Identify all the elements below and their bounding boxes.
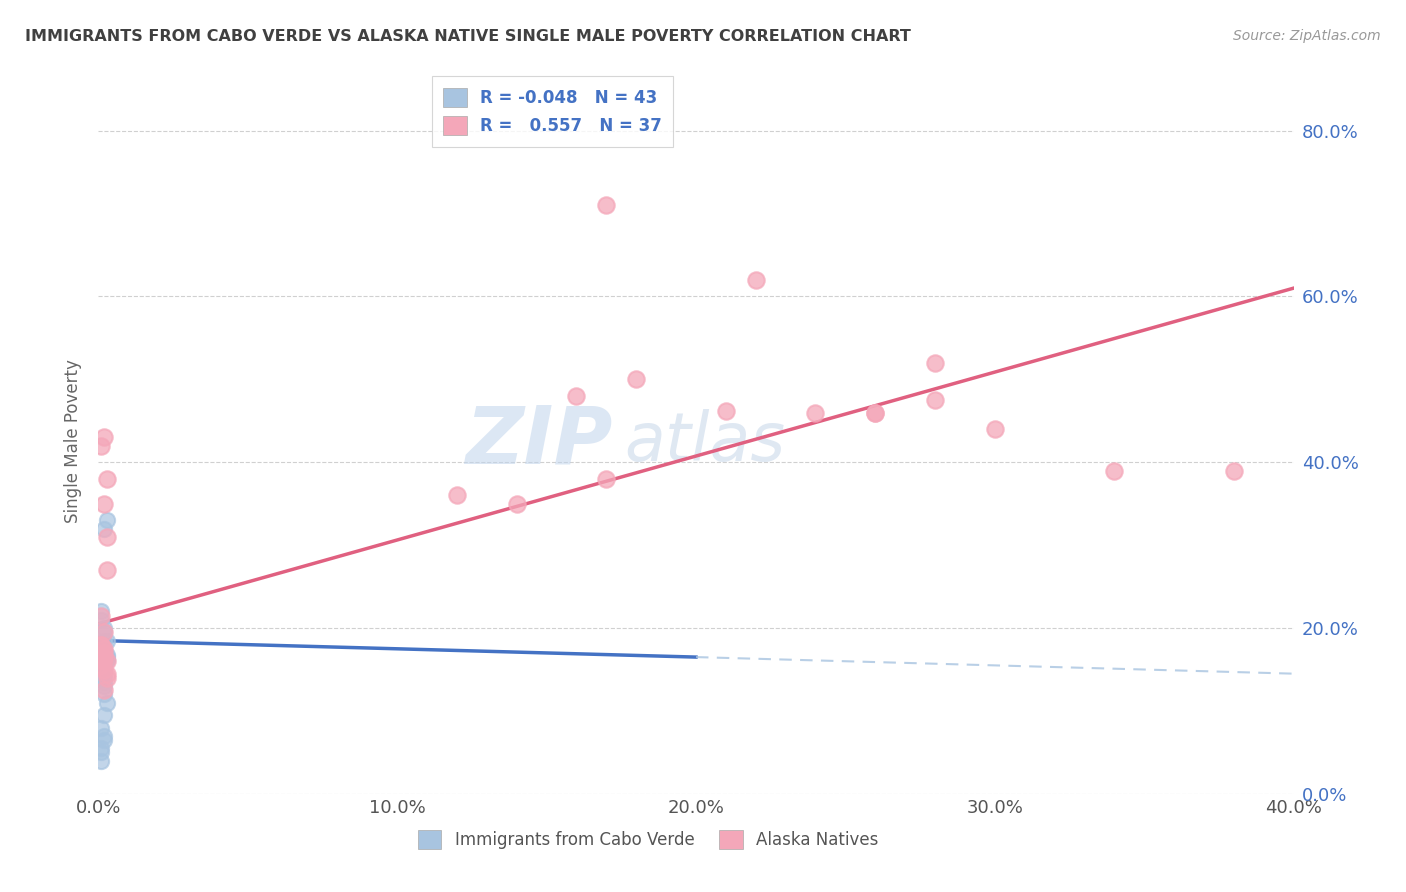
Point: [93, 641, 115, 656]
Point: [90, 746, 112, 760]
Point: [565, 389, 588, 403]
Point: [96, 530, 118, 544]
Point: [96, 650, 118, 665]
Point: [93, 625, 115, 640]
Point: [90, 439, 112, 453]
Point: [90, 673, 112, 687]
Point: [626, 372, 648, 386]
Point: [984, 422, 1007, 436]
Point: [96, 472, 118, 486]
Point: [93, 675, 115, 690]
Point: [90, 658, 112, 673]
Point: [96, 666, 118, 681]
Point: [93, 656, 115, 670]
Point: [90, 661, 112, 675]
Text: IMMIGRANTS FROM CABO VERDE VS ALASKA NATIVE SINGLE MALE POVERTY CORRELATION CHAR: IMMIGRANTS FROM CABO VERDE VS ALASKA NAT…: [25, 29, 911, 44]
Point: [93, 621, 115, 635]
Point: [90, 640, 112, 654]
Point: [93, 652, 115, 666]
Point: [93, 664, 115, 678]
Point: [595, 472, 617, 486]
Point: [93, 654, 115, 668]
Text: Source: ZipAtlas.com: Source: ZipAtlas.com: [1233, 29, 1381, 43]
Text: atlas: atlas: [624, 409, 786, 475]
Point: [96, 652, 118, 666]
Point: [93, 679, 115, 693]
Point: [90, 638, 112, 652]
Point: [96, 654, 118, 668]
Point: [90, 613, 112, 627]
Point: [90, 666, 112, 681]
Point: [93, 663, 115, 677]
Point: [1223, 464, 1246, 478]
Point: [90, 654, 112, 668]
Point: [90, 641, 112, 656]
Point: [804, 405, 827, 419]
Point: [90, 648, 112, 663]
Point: [865, 405, 887, 419]
Point: [90, 648, 112, 662]
Point: [93, 522, 115, 536]
Point: [90, 608, 112, 623]
Point: [90, 721, 112, 735]
Point: [90, 666, 112, 681]
Point: [865, 405, 887, 419]
Point: [714, 404, 737, 418]
Legend: Immigrants from Cabo Verde, Alaska Natives: Immigrants from Cabo Verde, Alaska Nativ…: [412, 823, 884, 856]
Point: [595, 198, 617, 212]
Point: [90, 638, 112, 652]
Point: [93, 656, 115, 670]
Point: [90, 638, 112, 652]
Text: ZIP: ZIP: [465, 402, 613, 481]
Y-axis label: Single Male Poverty: Single Male Poverty: [63, 359, 82, 524]
Point: [924, 393, 946, 408]
Point: [745, 273, 768, 287]
Point: [90, 741, 112, 756]
Point: [446, 488, 468, 502]
Point: [506, 497, 529, 511]
Point: [93, 733, 115, 747]
Point: [96, 563, 118, 577]
Point: [96, 513, 118, 527]
Point: [96, 696, 118, 710]
Point: [93, 646, 115, 660]
Point: [93, 646, 115, 660]
Point: [93, 643, 115, 657]
Point: [93, 656, 115, 670]
Point: [93, 644, 115, 658]
Point: [93, 683, 115, 698]
Point: [93, 633, 115, 648]
Point: [96, 648, 118, 662]
Point: [93, 430, 115, 444]
Point: [90, 652, 112, 666]
Point: [93, 497, 115, 511]
Point: [96, 671, 118, 685]
Point: [93, 687, 115, 701]
Point: [93, 669, 115, 683]
Point: [924, 356, 946, 370]
Point: [93, 729, 115, 743]
Point: [90, 754, 112, 768]
Point: [93, 650, 115, 665]
Point: [96, 633, 118, 648]
Point: [90, 605, 112, 619]
Point: [93, 625, 115, 640]
Point: [1104, 464, 1126, 478]
Point: [90, 650, 112, 665]
Point: [93, 708, 115, 723]
Point: [90, 658, 112, 673]
